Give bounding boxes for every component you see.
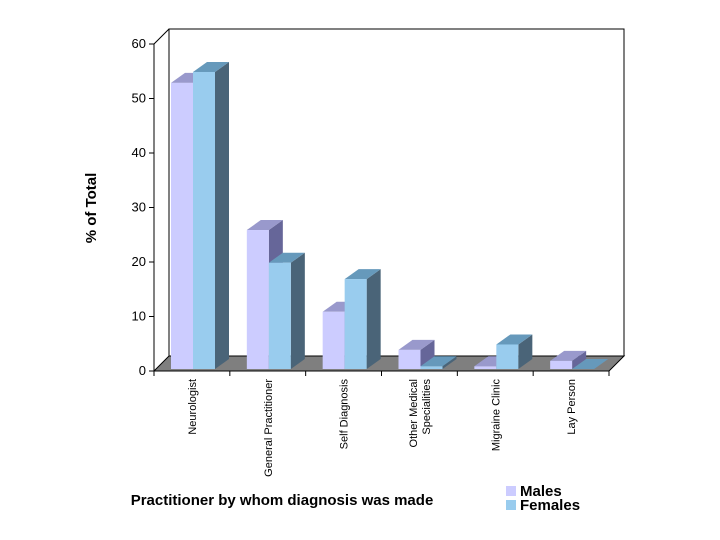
bar-top [268,252,305,263]
y-tick-label: 50 [132,91,146,106]
legend: Males Females [506,483,580,514]
x-tick-label: Migraine Clinic [490,379,502,452]
legend-swatch-males [506,486,516,496]
bar-front [322,311,345,369]
x-tick-label: Neurologist [187,379,199,435]
left-wall [153,28,170,371]
legend-label-females: Females [520,497,580,514]
y-tick-label: 40 [132,145,146,160]
x-axis-labels: Neurologist General Practitioner Self Diag… [187,379,578,477]
bar-females-4 [496,334,533,369]
bar-side [572,350,587,369]
bar-females-5 [572,359,609,369]
bar-front [474,366,497,369]
legend-label-males: Males [520,483,562,500]
bar-females-1 [268,252,305,369]
y-tick-label: 10 [132,309,146,324]
bar-females-0 [193,61,229,369]
bar-side [290,252,305,369]
bar-side [518,334,533,369]
bar-top [550,350,587,361]
x-axis-label: Practitioner by whom diagnosis was made [131,492,434,509]
y-tick-label: 20 [132,254,146,269]
bar-top [398,339,435,350]
bar-front [496,344,519,369]
bars [171,61,609,369]
bar-front [171,82,193,369]
back-wall [168,28,625,357]
bar-top [420,356,457,367]
bar-side [215,61,229,369]
bar-front [420,366,443,369]
y-tick-label: 30 [132,200,146,215]
x-tick-label: Other MedicalSpecialities [408,379,433,448]
bar-front [550,360,573,369]
bar-front [268,262,291,369]
x-tick-label: Self Diagnosis [339,379,351,450]
y-axis: 0 10 20 30 40 50 60 [132,36,610,378]
bar-top [193,61,229,72]
bar-side [366,269,381,369]
bar-front [193,71,215,369]
bar-top [572,359,609,369]
bar-front [246,230,269,369]
bar-side [442,356,457,369]
bar-males-5 [550,350,587,369]
bar-top [344,269,381,280]
x-tick-label: General Practitioner [263,379,275,477]
bar-top [496,334,533,345]
bar-front [398,349,421,369]
bar-side [420,339,435,369]
legend-swatch-females [506,500,516,510]
y-tick-label: 0 [139,363,146,378]
bar-top [246,220,283,231]
y-tick-label: 60 [132,36,146,51]
x-tick-label: Lay Person [566,379,578,435]
bar-females-3 [420,356,457,369]
bar-females-2 [344,269,381,369]
bar-males-3 [398,339,435,369]
y-axis-label: % of Total [83,173,100,244]
bar-front [344,279,367,369]
